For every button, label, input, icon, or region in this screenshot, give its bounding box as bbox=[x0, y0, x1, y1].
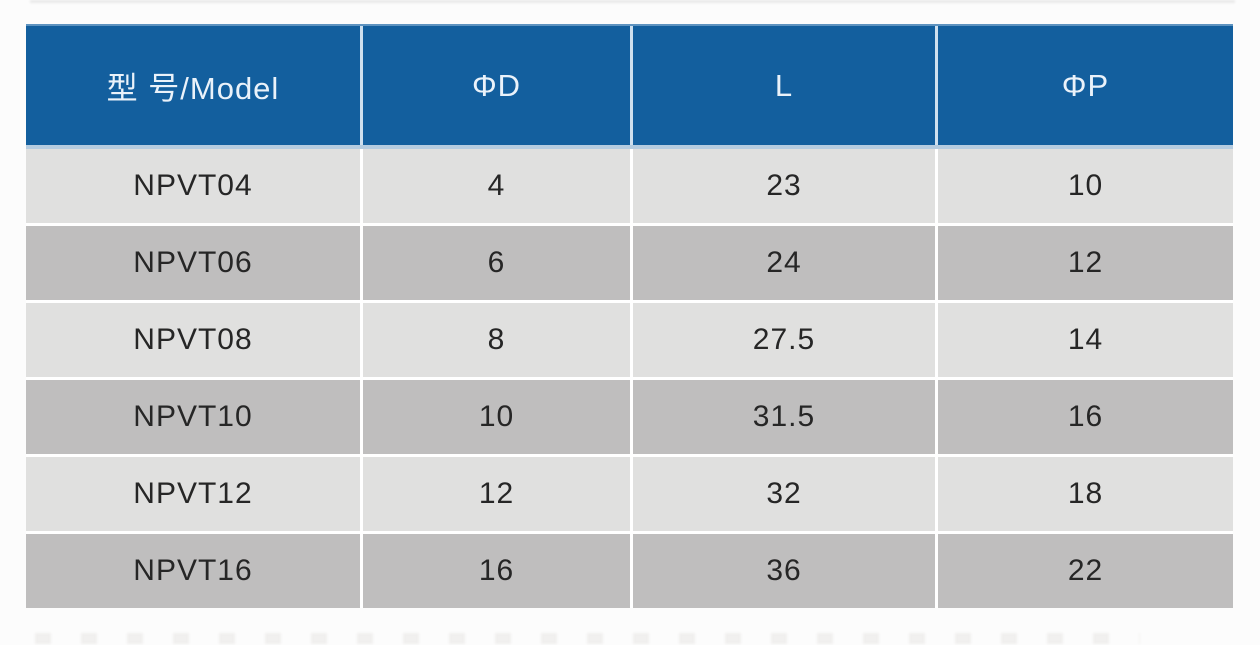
model-cell: NPVT10 bbox=[26, 380, 360, 454]
value-cell-d: 10 bbox=[363, 380, 630, 454]
value-cell-d: 8 bbox=[363, 303, 630, 377]
value-cell-d: 12 bbox=[363, 457, 630, 531]
value-cell-p: 14 bbox=[938, 303, 1233, 377]
table-row: NPVT12 12 32 18 bbox=[26, 457, 1233, 531]
model-cell: NPVT04 bbox=[26, 149, 360, 223]
table-body: NPVT04 4 23 10 NPVT06 6 24 12 NPVT08 8 2… bbox=[26, 149, 1233, 608]
table-row: NPVT06 6 24 12 bbox=[26, 226, 1233, 300]
value-cell-l: 36 bbox=[633, 534, 935, 608]
value-cell-p: 22 bbox=[938, 534, 1233, 608]
value-cell-l: 24 bbox=[633, 226, 935, 300]
header-separator bbox=[26, 145, 1233, 149]
table-row: NPVT08 8 27.5 14 bbox=[26, 303, 1233, 377]
model-cell: NPVT06 bbox=[26, 226, 360, 300]
model-cell: NPVT08 bbox=[26, 303, 360, 377]
value-cell-p: 12 bbox=[938, 226, 1233, 300]
value-cell-d: 4 bbox=[363, 149, 630, 223]
value-cell-l: 27.5 bbox=[633, 303, 935, 377]
spec-table: 型 号/Model ΦD L ΦP NPVT04 4 23 10 NPVT06 … bbox=[26, 24, 1233, 608]
value-cell-l: 32 bbox=[633, 457, 935, 531]
value-cell-l: 23 bbox=[633, 149, 935, 223]
crop-artifact-bottom bbox=[35, 633, 1140, 644]
value-cell-d: 16 bbox=[363, 534, 630, 608]
model-cell: NPVT12 bbox=[26, 457, 360, 531]
value-cell-l: 31.5 bbox=[633, 380, 935, 454]
value-cell-p: 10 bbox=[938, 149, 1233, 223]
column-header-model: 型 号/Model bbox=[26, 26, 360, 145]
table-row: NPVT16 16 36 22 bbox=[26, 534, 1233, 608]
table-header-row: 型 号/Model ΦD L ΦP bbox=[26, 24, 1233, 145]
column-header-l: L bbox=[633, 26, 935, 145]
value-cell-d: 6 bbox=[363, 226, 630, 300]
column-header-p: ΦP bbox=[938, 26, 1233, 145]
value-cell-p: 18 bbox=[938, 457, 1233, 531]
column-header-d: ΦD bbox=[363, 26, 630, 145]
crop-artifact-top bbox=[30, 0, 1235, 3]
value-cell-p: 16 bbox=[938, 380, 1233, 454]
table-row: NPVT10 10 31.5 16 bbox=[26, 380, 1233, 454]
model-cell: NPVT16 bbox=[26, 534, 360, 608]
table-row: NPVT04 4 23 10 bbox=[26, 149, 1233, 223]
